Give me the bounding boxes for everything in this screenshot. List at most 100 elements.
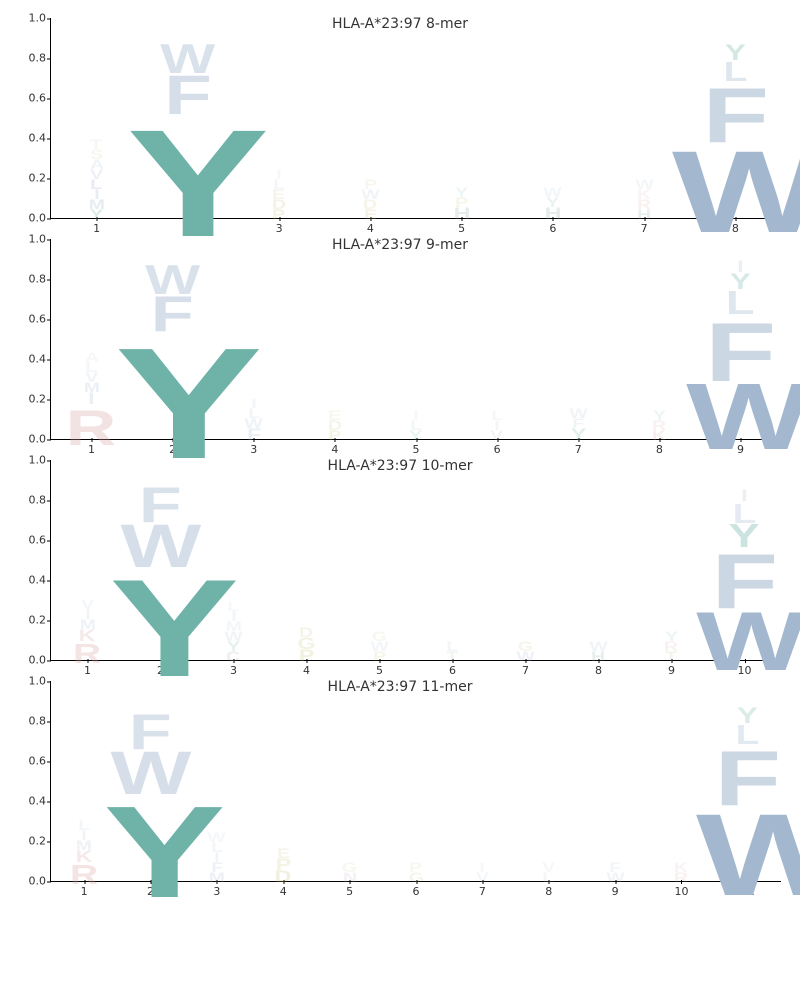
logo-panel: HLA-A*23:97 10-mer0.00.20.40.60.81.01234…: [10, 460, 790, 661]
x-tick: 5: [376, 664, 383, 677]
y-tick: 0.8: [16, 273, 46, 286]
logo-letter: Y: [718, 705, 778, 721]
x-tick: 4: [367, 222, 374, 235]
logo-column: VI: [453, 681, 513, 881]
x-tick: 3: [276, 222, 283, 235]
logo-letter: W: [512, 186, 594, 196]
panel-title: HLA-A*23:97 11-mer: [328, 679, 473, 695]
x-tick: 6: [549, 222, 556, 235]
logo-letter: E: [298, 409, 371, 419]
logo-column: CYWMIL: [201, 460, 267, 660]
x-tick: 8: [545, 885, 552, 898]
logo-letter: V: [519, 861, 579, 871]
logo-letter: Y: [694, 42, 776, 58]
logo-column: HYW: [512, 18, 594, 218]
logo-letter: G: [493, 640, 559, 650]
x-tick: 5: [413, 443, 420, 456]
x-tick: 8: [656, 443, 663, 456]
y-tick: 0.6: [16, 313, 46, 326]
logo-column: PGD: [274, 460, 340, 660]
logo-letter: Y: [136, 325, 209, 439]
y-tick: 1.0: [16, 454, 46, 467]
x-tick: 4: [331, 443, 338, 456]
logo-letter: I: [712, 488, 778, 500]
logo-column: TL: [420, 460, 486, 660]
plot-area: 0.00.20.40.60.81.0123456789RIMVLAYFWFWLI…: [50, 239, 781, 440]
logo-column: TRY: [639, 460, 705, 660]
logo-letter: L: [420, 640, 486, 650]
logo-column: PDELI: [238, 18, 320, 218]
x-tick: 6: [494, 443, 501, 456]
logo-column: YMILVAST: [56, 18, 138, 218]
x-tick: 6: [449, 664, 456, 677]
y-tick: 0.4: [16, 353, 46, 366]
logo-column: YFW: [147, 18, 229, 218]
y-tick: 0.4: [16, 574, 46, 587]
logo-letter: Y: [623, 409, 696, 419]
logo-column: WF: [585, 681, 645, 881]
y-axis: 0.00.20.40.60.81.0: [16, 239, 46, 439]
y-tick: 0.2: [16, 172, 46, 185]
plot-area: 0.00.20.40.60.81.01234567891011RKMILYWFM…: [50, 681, 781, 882]
y-tick: 1.0: [16, 675, 46, 688]
logo-column: EDWP: [329, 18, 411, 218]
logo-letter: I: [704, 259, 777, 271]
logo-letter: F: [128, 480, 194, 516]
y-tick: 0.0: [16, 212, 46, 225]
y-axis: 0.00.20.40.60.81.0: [16, 18, 46, 218]
y-tick: 0.6: [16, 755, 46, 768]
logo-letter: I: [453, 861, 513, 871]
x-tick: 5: [458, 222, 465, 235]
y-tick: 1.0: [16, 233, 46, 246]
x-tick: 10: [674, 885, 688, 898]
y-tick: 0.8: [16, 494, 46, 507]
logo-column: MFILW: [187, 681, 247, 881]
x-tick: 1: [93, 222, 100, 235]
logo-letter: W: [136, 259, 209, 289]
logo-column: WFLY: [718, 681, 778, 881]
logo-column: YFW: [136, 239, 209, 439]
logo-letter: Y: [421, 186, 503, 196]
panel-title: HLA-A*23:97 10-mer: [328, 458, 473, 474]
logo-letter: I: [217, 397, 290, 407]
logo-panel: HLA-A*23:97 8-mer0.00.20.40.60.81.012345…: [10, 18, 790, 219]
logo-column: HPY: [421, 18, 503, 218]
y-tick: 0.6: [16, 534, 46, 547]
x-tick: 4: [303, 664, 310, 677]
y-tick: 0.2: [16, 393, 46, 406]
logo-letter: F: [121, 707, 181, 743]
logo-letter: P: [386, 861, 446, 871]
logo-column: GP: [386, 681, 446, 881]
logo-letter: Y: [639, 630, 705, 640]
y-tick: 0.2: [16, 614, 46, 627]
logo-column: KRY: [623, 239, 696, 439]
y-axis: 0.00.20.40.60.81.0: [16, 460, 46, 660]
y-tick: 0.8: [16, 715, 46, 728]
logo-letter: W: [187, 831, 247, 841]
y-tick: 0.8: [16, 52, 46, 65]
logo-column: YWF: [128, 460, 194, 660]
x-tick: 9: [612, 885, 619, 898]
sequence-logo-figure: HLA-A*23:97 8-mer0.00.20.40.60.81.012345…: [10, 18, 790, 882]
logo-letter: W: [566, 640, 632, 650]
panel-title: HLA-A*23:97 8-mer: [332, 16, 468, 32]
logo-letter: E: [253, 847, 313, 857]
logo-column: YWF: [121, 681, 181, 881]
x-tick: 5: [346, 885, 353, 898]
logo-column: WFLYI: [704, 239, 777, 439]
y-tick: 0.0: [16, 433, 46, 446]
logo-column: LV: [519, 681, 579, 881]
y-tick: 0.4: [16, 132, 46, 145]
logo-column: YFW: [542, 239, 615, 439]
y-tick: 0.0: [16, 875, 46, 888]
logo-column: DPE: [253, 681, 313, 881]
y-tick: 0.2: [16, 835, 46, 848]
x-tick: 7: [575, 443, 582, 456]
logo-column: VIL: [461, 239, 534, 439]
logo-panel: HLA-A*23:97 9-mer0.00.20.40.60.81.012345…: [10, 239, 790, 440]
y-tick: 0.0: [16, 654, 46, 667]
logo-column: FWLI: [217, 239, 290, 439]
logo-column: HW: [566, 460, 632, 660]
y-tick: 1.0: [16, 12, 46, 25]
x-tick: 6: [413, 885, 420, 898]
